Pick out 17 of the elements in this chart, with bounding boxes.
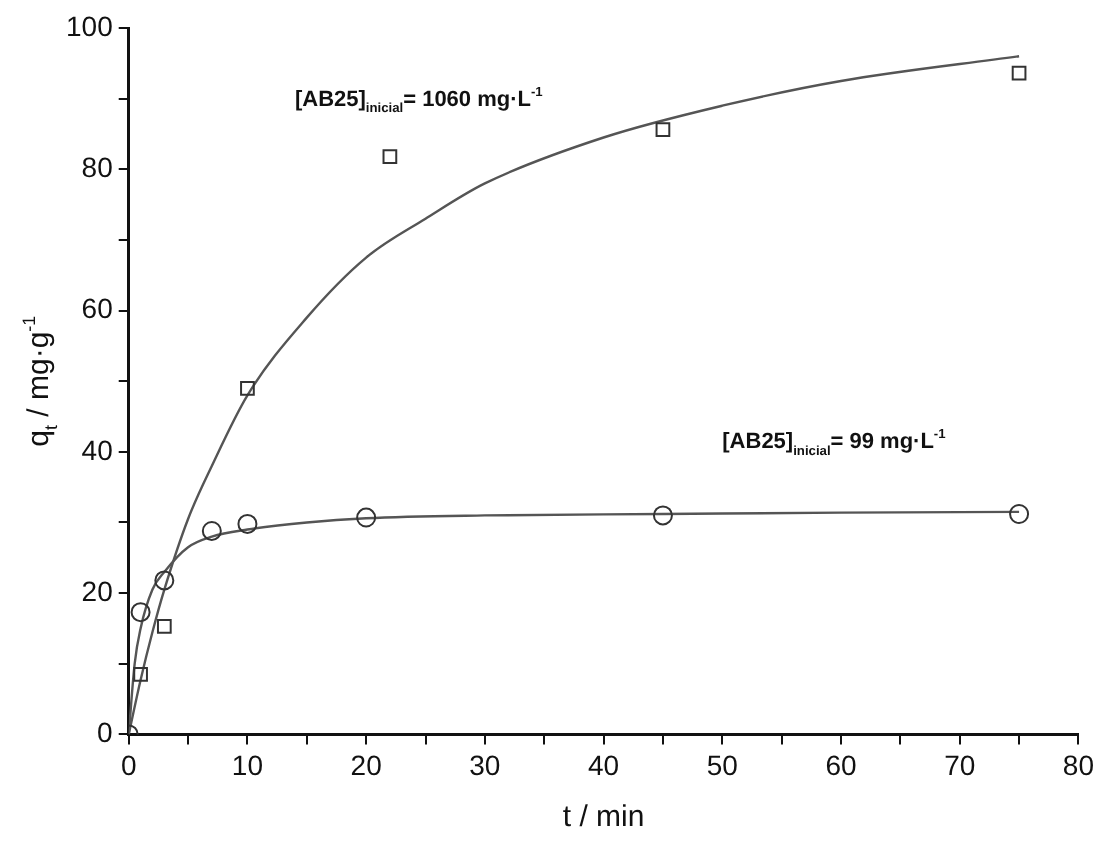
y-tick-label: 60 bbox=[81, 292, 114, 325]
x-tick-label: 80 bbox=[1062, 748, 1095, 781]
x-tick-label: 0 bbox=[120, 748, 137, 781]
y-tick-label: 100 bbox=[66, 9, 114, 42]
x-tick-label: 50 bbox=[706, 748, 739, 781]
x-tick-label: 20 bbox=[350, 748, 383, 781]
x-axis-title: t / min bbox=[562, 800, 645, 834]
y-tick-label: 40 bbox=[81, 433, 114, 466]
y-tick-label: 0 bbox=[97, 716, 114, 749]
x-tick-label: 40 bbox=[587, 748, 620, 781]
y-tick-label: 20 bbox=[81, 574, 114, 607]
y-axis-title: qt / mg·g-1 bbox=[18, 315, 61, 447]
x-tick-label: 60 bbox=[825, 748, 857, 781]
x-tick-label: 10 bbox=[231, 748, 264, 781]
x-tick-label: 30 bbox=[469, 748, 501, 781]
y-tick-label: 80 bbox=[81, 151, 114, 183]
x-tick-label: 70 bbox=[944, 748, 976, 781]
